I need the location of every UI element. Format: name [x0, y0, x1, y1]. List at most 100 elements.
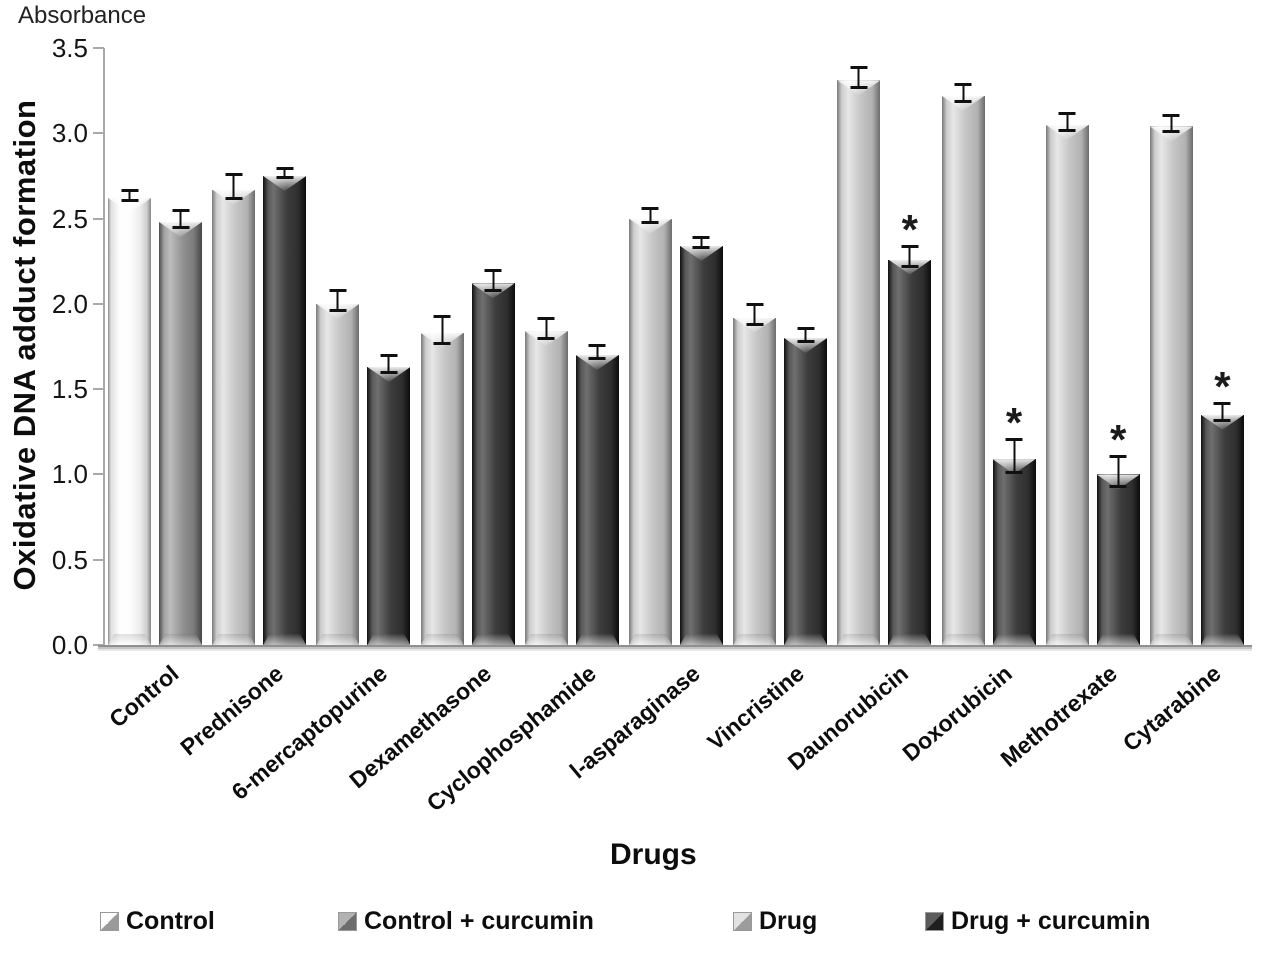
- bar-Methotrexate-Drug + curcumin: [1096, 474, 1140, 645]
- bar-group-Dexamethasone: [420, 48, 515, 645]
- plot-area: * * * *: [105, 48, 1247, 645]
- legend-swatch-drug-curcumin-icon: [925, 912, 944, 931]
- bar-Prednisone-Drug + curcumin: [263, 175, 307, 645]
- bar-Vincristine-Drug: [733, 317, 777, 645]
- error-bar: [850, 65, 868, 89]
- bar-group-Prednisone: [212, 48, 307, 645]
- bar-l-asparaginase-Drug + curcumin: [679, 245, 723, 645]
- y-tick-label: 1.0: [51, 459, 88, 490]
- bar-slot: [784, 48, 828, 645]
- bar-slot: [628, 48, 672, 645]
- bar-slot: [420, 48, 464, 645]
- error-bar: [276, 166, 294, 180]
- significance-asterisk: *: [901, 205, 918, 253]
- bar-Cyclophosphamide-Drug + curcumin: [575, 355, 619, 645]
- error-bar: [901, 245, 919, 269]
- significance-asterisk: *: [1005, 398, 1023, 446]
- bar-Daunorubicin-Drug: [837, 80, 881, 645]
- bar-slot: [679, 48, 723, 645]
- error-bar: [641, 207, 659, 224]
- legend-item-control: Control: [100, 907, 215, 936]
- error-bar: [1058, 111, 1076, 132]
- bar-Cytarabine-Drug: [1149, 126, 1193, 645]
- y-tick-label: 2.5: [51, 203, 88, 234]
- bar-group-Cytarabine: *: [1149, 48, 1244, 645]
- bar-group-Cyclophosphamide: [524, 48, 619, 645]
- bar-slot: *: [1096, 48, 1140, 645]
- bar-slot: [1149, 48, 1193, 645]
- bar-slot: *: [888, 48, 932, 645]
- bar-group-Vincristine: [733, 48, 828, 645]
- y-tick-label: 1.5: [51, 374, 88, 405]
- bar-Daunorubicin-Drug + curcumin: [888, 259, 932, 645]
- bar-slot: [108, 48, 151, 645]
- bar-slot: *: [992, 48, 1036, 645]
- error-bar: [380, 354, 398, 374]
- legend-label-drug-curcumin: Drug + curcumin: [951, 907, 1151, 935]
- y-tick-mark: [93, 217, 104, 220]
- error-bar: [1213, 401, 1231, 422]
- error-bar: [433, 314, 451, 345]
- bar-slot: [367, 48, 411, 645]
- error-bar: [1162, 113, 1180, 134]
- bar-groups: * * * *: [105, 48, 1247, 645]
- bar-slot: [212, 48, 256, 645]
- bar-Dexamethasone-Drug: [420, 332, 464, 645]
- bar-Control-Control: [108, 198, 151, 645]
- error-bar: [1109, 454, 1127, 489]
- bar-Cytarabine-Drug + curcumin: [1200, 414, 1244, 645]
- bar-slot: [471, 48, 515, 645]
- bar-Vincristine-Drug + curcumin: [784, 337, 828, 645]
- bar-group-Methotrexate: *: [1045, 48, 1140, 645]
- bar-l-asparaginase-Drug: [628, 218, 672, 645]
- error-bar: [121, 188, 138, 202]
- x-axis-baseline: [98, 645, 1252, 651]
- bar-Doxorubicin-Drug: [941, 95, 985, 645]
- bar-6-mercaptopurine-Drug: [316, 303, 360, 645]
- y-tick-label: 3.5: [51, 33, 88, 63]
- error-bar: [1005, 437, 1023, 475]
- absorbance-unit-label: Absorbance: [18, 2, 147, 29]
- y-tick-mark: [93, 473, 104, 476]
- bar-group-l-asparaginase: [628, 48, 723, 645]
- significance-asterisk: *: [1214, 362, 1231, 410]
- bar-6-mercaptopurine-Drug + curcumin: [367, 366, 411, 645]
- y-axis-line: [103, 48, 105, 646]
- bar-slot: [1045, 48, 1089, 645]
- y-tick-label: 3.0: [51, 118, 88, 149]
- legend: Control Control + curcumin Drug Drug + c…: [0, 899, 1281, 945]
- legend-label-drug: Drug: [759, 907, 818, 935]
- error-bar: [797, 326, 815, 344]
- legend-swatch-control-curcumin-icon: [338, 912, 357, 931]
- y-tick-mark: [93, 388, 104, 391]
- bar-Prednisone-Drug: [212, 189, 256, 645]
- bar-slot: [733, 48, 777, 645]
- bar-slot: [159, 48, 202, 645]
- legend-item-drug: Drug: [733, 907, 817, 936]
- error-bar: [329, 289, 347, 313]
- bar-slot: *: [1200, 48, 1244, 645]
- bar-Doxorubicin-Drug + curcumin: [992, 459, 1036, 645]
- legend-item-control-curcumin: Control + curcumin: [338, 907, 594, 936]
- x-axis-title: Drugs: [610, 838, 697, 871]
- legend-swatch-drug-icon: [733, 912, 752, 931]
- y-tick-label: 0.5: [51, 544, 88, 575]
- y-tick-mark: [93, 132, 104, 135]
- y-axis-title: Oxidative DNA adduct formation: [7, 99, 42, 591]
- error-bar: [954, 82, 972, 103]
- error-bar: [746, 303, 764, 327]
- y-tick-label: 2.0: [51, 288, 88, 319]
- bar-slot: [524, 48, 568, 645]
- bar-group-6-mercaptopurine: [316, 48, 411, 645]
- bar-slot: [941, 48, 985, 645]
- bar-Cyclophosphamide-Drug: [524, 331, 568, 645]
- bar-Dexamethasone-Drug + curcumin: [471, 283, 515, 645]
- error-bar: [588, 343, 606, 361]
- bar-slot: [263, 48, 307, 645]
- y-tick-mark: [93, 558, 104, 561]
- legend-label-control-curcumin: Control + curcumin: [364, 907, 594, 935]
- bar-group-Daunorubicin: *: [837, 48, 932, 645]
- bar-slot: [837, 48, 881, 645]
- bar-group-Doxorubicin: *: [941, 48, 1036, 645]
